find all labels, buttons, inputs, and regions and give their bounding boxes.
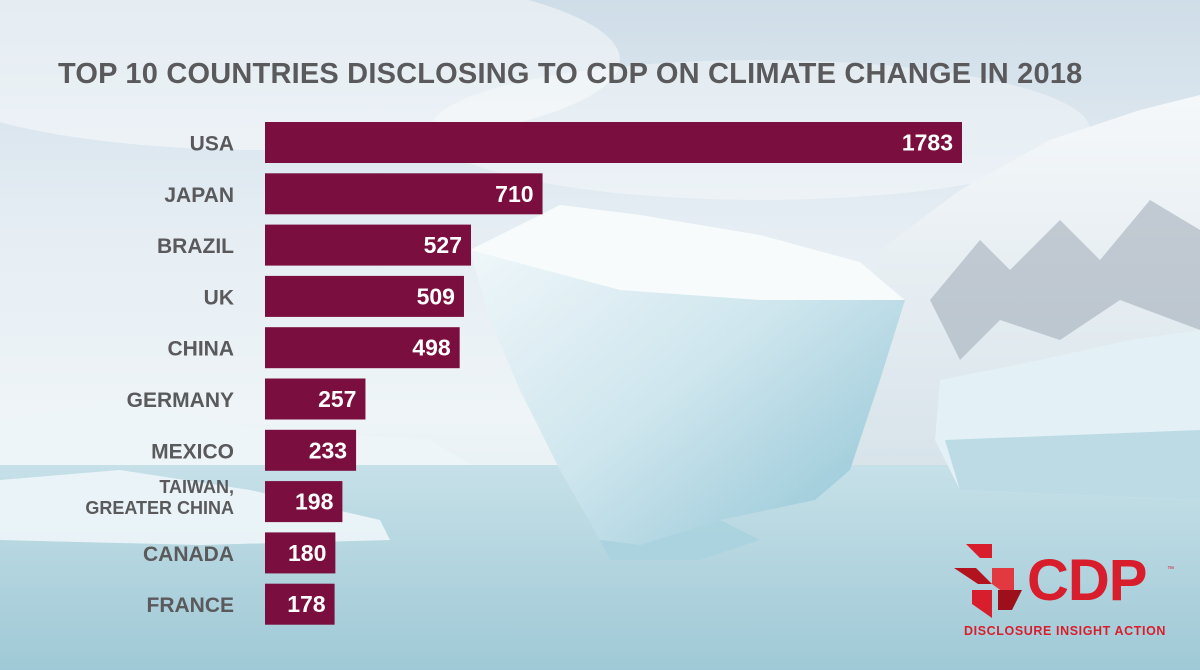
- data-label-canada: 180: [288, 540, 326, 566]
- bar-usa: [265, 122, 962, 163]
- bar-row-uk: 509 UK: [204, 276, 464, 317]
- data-label-germany: 257: [318, 386, 356, 412]
- bar-row-japan: 710 JAPAN: [164, 173, 542, 214]
- data-label-china: 498: [412, 335, 451, 361]
- category-label-japan: JAPAN: [164, 184, 234, 207]
- data-label-brazil: 527: [424, 232, 462, 258]
- category-label-usa: USA: [190, 133, 234, 156]
- logo-wordmark: CDP: [1027, 552, 1146, 610]
- data-label-taiwan-greater-china: 198: [295, 489, 334, 515]
- bar-row-france: 178 FRANCE: [147, 584, 335, 625]
- category-label-germany: GERMANY: [127, 389, 234, 412]
- logo-trademark: ™: [1167, 566, 1174, 573]
- data-label-japan: 710: [495, 181, 533, 207]
- category-label-mexico: MEXICO: [151, 440, 234, 463]
- category-label-canada: CANADA: [143, 543, 234, 566]
- data-label-mexico: 233: [309, 437, 347, 463]
- data-label-usa: 1783: [902, 130, 953, 156]
- category-label-uk: UK: [204, 286, 234, 309]
- cdp-chevron-mark-icon: [952, 542, 1030, 622]
- category-label-france: FRANCE: [147, 594, 235, 617]
- bar-row-taiwan-greater-china: 198 TAIWAN, GREATER CHINA: [85, 477, 342, 522]
- category-label-china: CHINA: [168, 338, 235, 361]
- bar-row-brazil: 527 BRAZIL: [157, 225, 471, 266]
- data-label-uk: 509: [417, 283, 455, 309]
- bar-row-germany: 257 GERMANY: [127, 379, 366, 420]
- bar-row-usa: 1783 USA: [190, 122, 962, 163]
- data-label-france: 178: [287, 591, 326, 617]
- bar-row-china: 498 CHINA: [168, 327, 460, 368]
- cdp-logo: CDP ™ DISCLOSURE INSIGHT ACTION: [952, 540, 1182, 640]
- bar-row-canada: 180 CANADA: [143, 532, 335, 573]
- category-label-brazil: BRAZIL: [157, 235, 234, 258]
- bar-row-mexico: 233 MEXICO: [151, 430, 356, 471]
- logo-tagline: DISCLOSURE INSIGHT ACTION: [964, 624, 1166, 638]
- category-label-taiwan-greater-china: TAIWAN, GREATER CHINA: [85, 477, 234, 518]
